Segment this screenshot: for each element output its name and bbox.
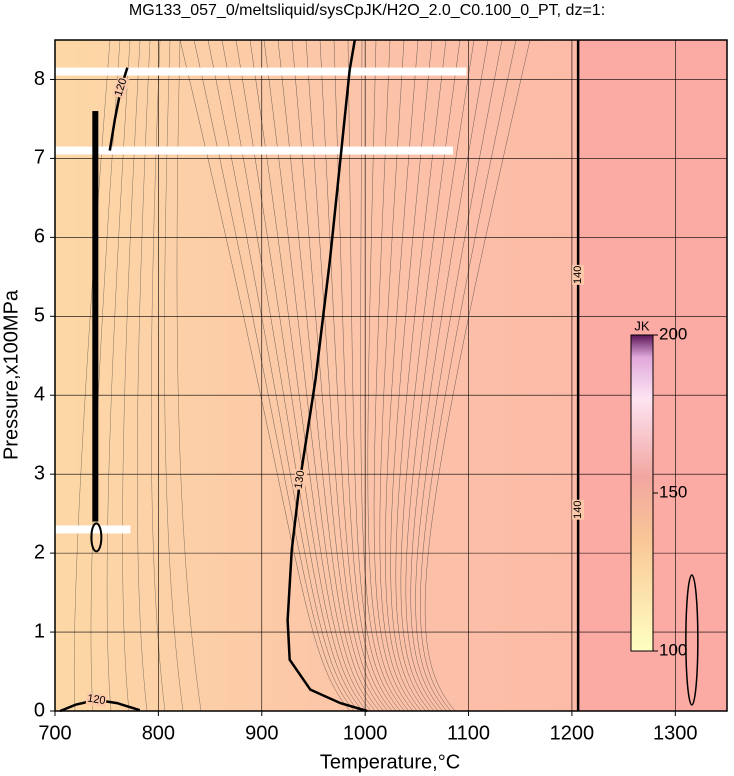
- colorbar-tick-label: 150: [659, 482, 687, 501]
- thin-contour: [333, 39, 397, 712]
- x-tick-label: 1100: [447, 722, 490, 744]
- thin-contour: [263, 39, 376, 712]
- thin-contour: [277, 39, 380, 712]
- colorbar-label: JK: [634, 318, 650, 333]
- x-tick-label: 1300: [653, 722, 698, 744]
- contour-label-bg: [292, 468, 308, 491]
- x-tick-label: 1000: [343, 722, 388, 744]
- y-tick-label: 4: [34, 384, 45, 406]
- y-tick-label: 7: [34, 147, 45, 169]
- marker-column: [92, 111, 99, 522]
- thin-contour: [367, 39, 409, 712]
- y-tick-label: 1: [34, 620, 45, 642]
- thin-contour: [221, 39, 363, 712]
- contour-label: 140: [572, 501, 584, 519]
- thin-contour: [193, 39, 355, 712]
- thin-contour: [319, 39, 393, 712]
- marker-blob: [685, 574, 699, 706]
- thin-contour: [235, 39, 367, 712]
- contour-line: [286, 39, 368, 713]
- contour-label-bg: [572, 499, 585, 520]
- y-tick-label: 6: [34, 226, 45, 248]
- x-tick-label: 900: [245, 722, 278, 744]
- contour-label-bg: [112, 76, 130, 99]
- y-tick-label: 3: [34, 462, 45, 484]
- thin-contour: [400, 39, 461, 712]
- colorbar-tick-label: 100: [659, 640, 687, 659]
- thin-contour: [360, 39, 405, 712]
- thin-contour: [373, 39, 414, 712]
- thin-contour: [405, 39, 475, 712]
- x-axis-label: Temperature,°C: [320, 751, 460, 773]
- y-tick-label: 0: [34, 699, 45, 721]
- y-tick-label: 8: [34, 68, 45, 90]
- mask-band: [55, 67, 467, 76]
- contour-label-bg: [85, 692, 108, 708]
- thin-contour: [347, 39, 401, 712]
- contour-label-bg: [572, 264, 585, 285]
- y-axis-label: Pressure,x100MPa: [0, 289, 22, 460]
- contour-label: 140: [572, 266, 584, 284]
- colorbar-tick-label: 200: [659, 324, 687, 343]
- contour-label: 130: [293, 470, 308, 490]
- mask-band: [55, 146, 454, 155]
- thin-contour: [249, 39, 372, 712]
- thin-contour: [395, 39, 447, 712]
- marker-blob: [90, 522, 103, 553]
- x-tick-label: 700: [38, 722, 71, 744]
- y-tick-label: 2: [34, 541, 45, 563]
- chart-title: MG133_057_0/meltsliquid/sysCpJK/H2O_2.0_…: [129, 2, 605, 19]
- thin-contour: [415, 39, 503, 712]
- colorbar: [630, 334, 654, 652]
- contour-label: 120: [86, 693, 106, 708]
- x-tick-label: 1200: [550, 722, 595, 744]
- thin-contour: [207, 39, 359, 712]
- contour-line: [108, 67, 129, 151]
- thin-contour: [410, 39, 489, 712]
- y-tick-label: 5: [34, 305, 45, 327]
- thin-contour: [420, 39, 517, 712]
- contour-label: 120: [113, 77, 130, 98]
- plot-frame: [54, 39, 728, 712]
- thin-contour: [424, 39, 531, 712]
- thin-contour: [305, 39, 388, 712]
- x-tick-label: 800: [142, 722, 175, 744]
- thin-contour: [390, 39, 433, 712]
- thin-contour: [379, 39, 418, 712]
- thin-contour: [385, 39, 422, 712]
